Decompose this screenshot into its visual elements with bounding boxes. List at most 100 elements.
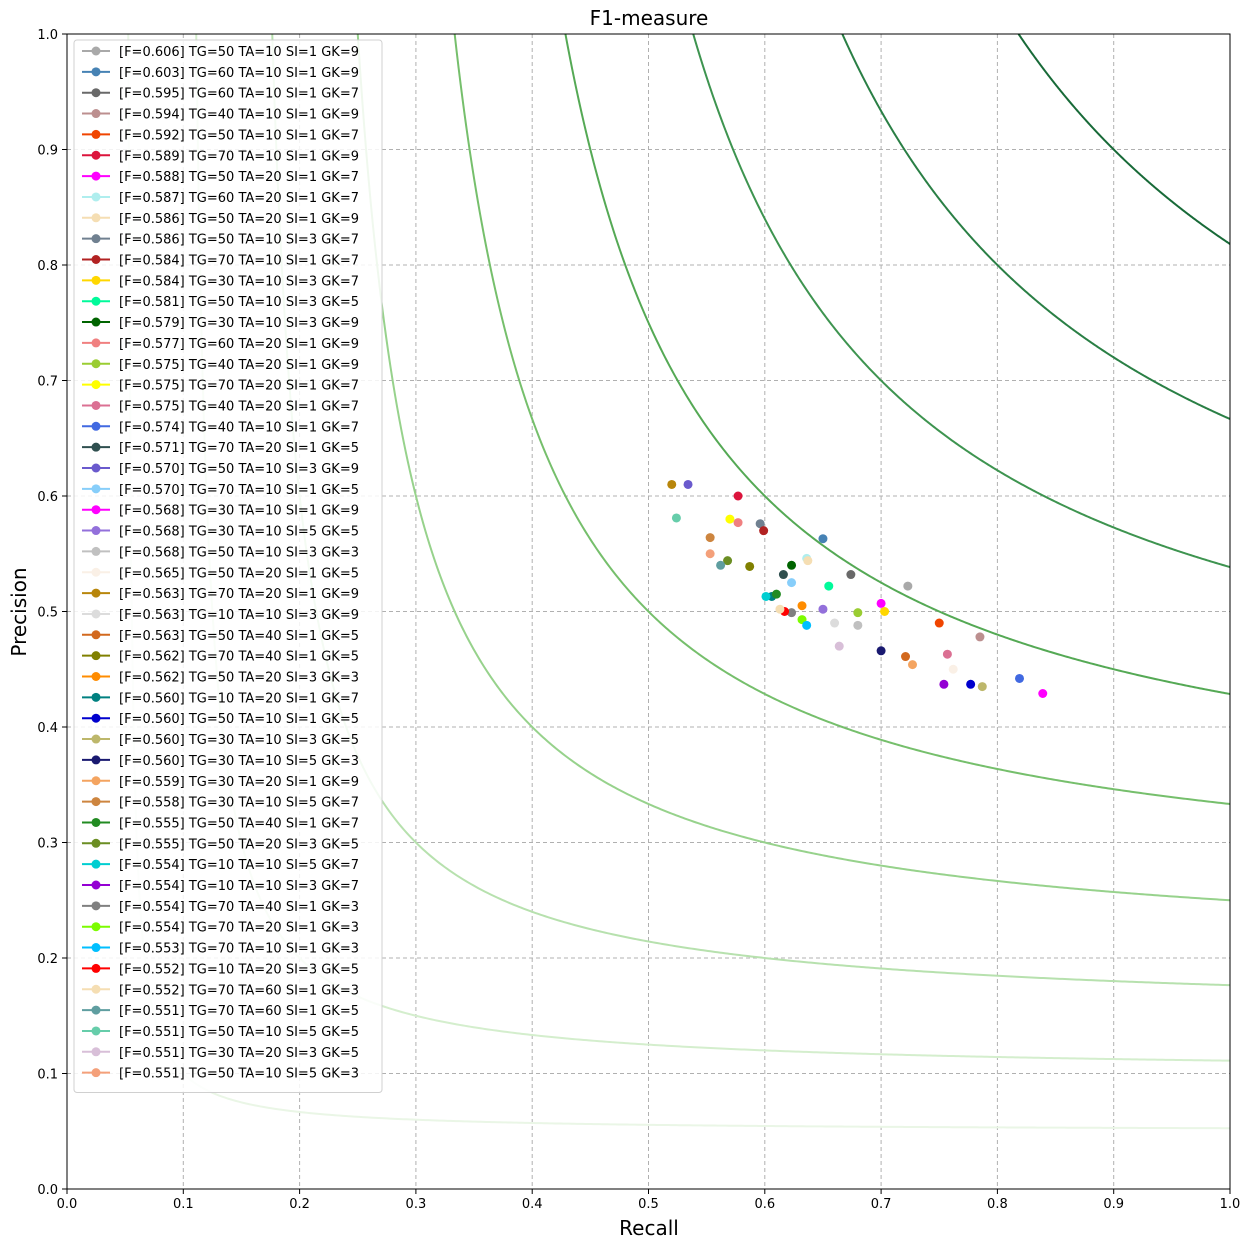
data-point — [818, 534, 828, 544]
x-tick-label: 1.0 — [1220, 1197, 1241, 1212]
data-point — [876, 646, 886, 656]
legend-entry: [F=0.552] TG=10 TA=20 SI=3 GK=5 — [82, 962, 359, 977]
legend-entry: [F=0.570] TG=50 TA=10 SI=3 GK=9 — [82, 462, 359, 477]
legend-entry: [F=0.560] TG=30 TA=10 SI=5 GK=3 — [82, 754, 359, 769]
legend-marker — [91, 317, 101, 327]
data-point — [787, 578, 797, 588]
legend-entry: [F=0.589] TG=70 TA=10 SI=1 GK=9 — [82, 149, 359, 164]
data-point — [901, 652, 911, 662]
y-tick-label: 0.1 — [37, 1068, 58, 1083]
legend-entry: [F=0.584] TG=30 TA=10 SI=3 GK=7 — [82, 274, 359, 289]
legend-entry: [F=0.577] TG=60 TA=20 SI=1 GK=9 — [82, 337, 359, 352]
legend-entry: [F=0.603] TG=60 TA=10 SI=1 GK=9 — [82, 66, 359, 81]
legend-marker — [91, 275, 101, 285]
legend-entry: [F=0.554] TG=70 TA=40 SI=1 GK=3 — [82, 900, 359, 915]
legend-entry: [F=0.571] TG=70 TA=20 SI=1 GK=5 — [82, 441, 359, 456]
legend-label: [F=0.554] TG=10 TA=10 SI=3 GK=7 — [119, 879, 359, 894]
legend-entry: [F=0.551] TG=50 TA=10 SI=5 GK=5 — [82, 1025, 359, 1040]
legend-entry: [F=0.584] TG=70 TA=10 SI=1 GK=7 — [82, 254, 359, 269]
data-point — [853, 620, 863, 630]
legend-entry: [F=0.568] TG=50 TA=10 SI=3 GK=3 — [82, 545, 359, 560]
legend-entry: [F=0.559] TG=30 TA=20 SI=1 GK=9 — [82, 775, 359, 790]
legend-marker — [91, 1047, 101, 1057]
data-point — [834, 641, 844, 651]
data-point — [787, 608, 797, 618]
x-tick-label: 0.0 — [57, 1197, 78, 1212]
legend-marker — [91, 859, 101, 869]
iso-f1-curve — [692, 34, 1230, 569]
legend-marker — [91, 213, 101, 223]
data-point — [787, 560, 797, 570]
x-tick-label: 0.2 — [289, 1197, 310, 1212]
data-point — [775, 604, 785, 614]
legend-label: [F=0.554] TG=70 TA=20 SI=1 GK=3 — [119, 921, 359, 936]
legend-marker — [91, 526, 101, 536]
legend-label: [F=0.554] TG=10 TA=10 SI=5 GK=7 — [119, 858, 359, 873]
legend-label: [F=0.551] TG=50 TA=10 SI=5 GK=5 — [119, 1025, 359, 1040]
legend: [F=0.606] TG=50 TA=10 SI=1 GK=9 [F=0.603]… — [73, 39, 383, 1093]
iso-f1-curve — [271, 34, 1230, 987]
legend-entry: [F=0.558] TG=30 TA=10 SI=5 GK=7 — [82, 796, 359, 811]
legend-entry: [F=0.551] TG=70 TA=60 SI=1 GK=5 — [82, 1004, 359, 1019]
legend-entry: [F=0.554] TG=10 TA=10 SI=5 GK=7 — [82, 858, 359, 873]
iso-f1-curve — [564, 34, 1230, 695]
legend-label: [F=0.562] TG=50 TA=20 SI=3 GK=3 — [119, 671, 359, 686]
legend-marker — [91, 797, 101, 807]
data-point — [948, 664, 958, 674]
legend-label: [F=0.584] TG=70 TA=10 SI=1 GK=7 — [119, 254, 359, 269]
legend-label: [F=0.553] TG=70 TA=10 SI=1 GK=3 — [119, 942, 359, 957]
legend-marker — [91, 380, 101, 390]
y-tick-label: 0.3 — [37, 837, 58, 852]
legend-label: [F=0.560] TG=30 TA=10 SI=3 GK=5 — [119, 733, 359, 748]
data-point — [683, 479, 693, 489]
data-point — [723, 556, 733, 566]
iso-f1-curve — [127, 34, 1230, 1130]
data-point — [803, 556, 813, 566]
legend-marker — [91, 901, 101, 911]
data-point — [778, 570, 788, 580]
data-point — [725, 514, 735, 524]
x-tick-label: 0.4 — [522, 1197, 543, 1212]
legend-marker — [91, 630, 101, 640]
data-point — [705, 533, 715, 543]
data-point — [880, 607, 890, 616]
legend-marker — [91, 838, 101, 848]
y-tick-label: 0.8 — [37, 259, 58, 274]
legend-marker — [91, 46, 101, 56]
legend-entry: [F=0.553] TG=70 TA=10 SI=1 GK=3 — [82, 942, 359, 957]
legend-entry: [F=0.552] TG=70 TA=60 SI=1 GK=3 — [82, 983, 359, 998]
legend-entry: [F=0.562] TG=50 TA=20 SI=3 GK=3 — [82, 671, 359, 686]
legend-label: [F=0.592] TG=50 TA=10 SI=1 GK=7 — [119, 128, 359, 143]
legend-entry: [F=0.592] TG=50 TA=10 SI=1 GK=7 — [82, 128, 359, 143]
legend-label: [F=0.555] TG=50 TA=40 SI=1 GK=7 — [119, 816, 359, 831]
legend-label: [F=0.574] TG=40 TA=10 SI=1 GK=7 — [119, 420, 359, 435]
legend-entry: [F=0.555] TG=50 TA=20 SI=3 GK=5 — [82, 837, 359, 852]
legend-marker — [91, 672, 101, 681]
data-point — [761, 591, 771, 601]
legend-marker — [91, 442, 101, 452]
legend-marker — [91, 546, 101, 556]
legend-entry: [F=0.574] TG=40 TA=10 SI=1 GK=7 — [82, 420, 359, 435]
x-tick-label: 0.5 — [638, 1197, 659, 1212]
legend-entry: [F=0.588] TG=50 TA=20 SI=1 GK=7 — [82, 170, 359, 185]
legend-entry: [F=0.568] TG=30 TA=10 SI=5 GK=5 — [82, 525, 359, 540]
legend-label: [F=0.581] TG=50 TA=10 SI=3 GK=5 — [119, 295, 359, 310]
data-point — [908, 660, 918, 670]
legend-label: [F=0.584] TG=30 TA=10 SI=3 GK=7 — [119, 274, 359, 289]
legend-entry: [F=0.562] TG=70 TA=40 SI=1 GK=5 — [82, 650, 359, 665]
legend-marker — [91, 484, 101, 494]
legend-entry: [F=0.568] TG=30 TA=10 SI=1 GK=9 — [82, 504, 359, 519]
legend-label: [F=0.579] TG=30 TA=10 SI=3 GK=9 — [119, 316, 359, 331]
legend-entry: [F=0.587] TG=60 TA=20 SI=1 GK=7 — [82, 191, 359, 206]
legend-marker — [91, 1026, 101, 1036]
legend-marker — [91, 109, 101, 119]
y-tick-label: 0.5 — [37, 606, 58, 621]
legend-marker — [91, 171, 101, 181]
legend-label: [F=0.575] TG=40 TA=20 SI=1 GK=7 — [119, 399, 359, 414]
legend-entry: [F=0.551] TG=50 TA=10 SI=5 GK=3 — [82, 1067, 359, 1082]
legend-marker — [91, 651, 101, 661]
data-point — [733, 491, 743, 501]
data-point — [977, 682, 987, 692]
iso-f1-curve — [356, 34, 1230, 902]
legend-entry: [F=0.565] TG=50 TA=20 SI=1 GK=5 — [82, 566, 359, 581]
